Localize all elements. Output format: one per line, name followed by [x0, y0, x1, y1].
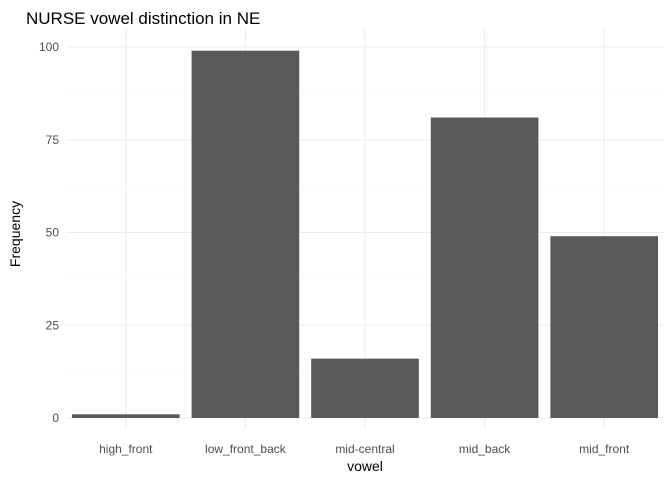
x-tick-label: mid_back [459, 442, 511, 456]
y-tick-label: 50 [46, 226, 60, 240]
x-tick-label: mid_front [579, 442, 630, 456]
x-tick-label: high_front [99, 442, 153, 456]
bar-low_front_back [191, 50, 300, 419]
y-tick-label: 100 [39, 40, 59, 54]
bars [71, 50, 659, 419]
bar-high_front [71, 414, 180, 418]
bar-mid-central [311, 358, 419, 418]
bar-mid_front [550, 236, 659, 418]
chart-title: NURSE vowel distinction in NE [26, 9, 260, 28]
y-tick-label: 0 [52, 411, 59, 425]
y-tick-label: 25 [46, 318, 60, 332]
x-tick-labels: high_front low_front_back mid-central mid_b… [99, 442, 630, 456]
y-axis-title: Frequency [7, 201, 23, 267]
x-axis-title: vowel [347, 458, 383, 474]
bar-mid_back [430, 117, 539, 419]
x-tick-label: mid-central [335, 442, 394, 456]
y-tick-label: 75 [46, 133, 60, 147]
x-tick-label: low_front_back [205, 442, 287, 456]
y-tick-labels: 0 25 50 75 100 [39, 40, 59, 425]
